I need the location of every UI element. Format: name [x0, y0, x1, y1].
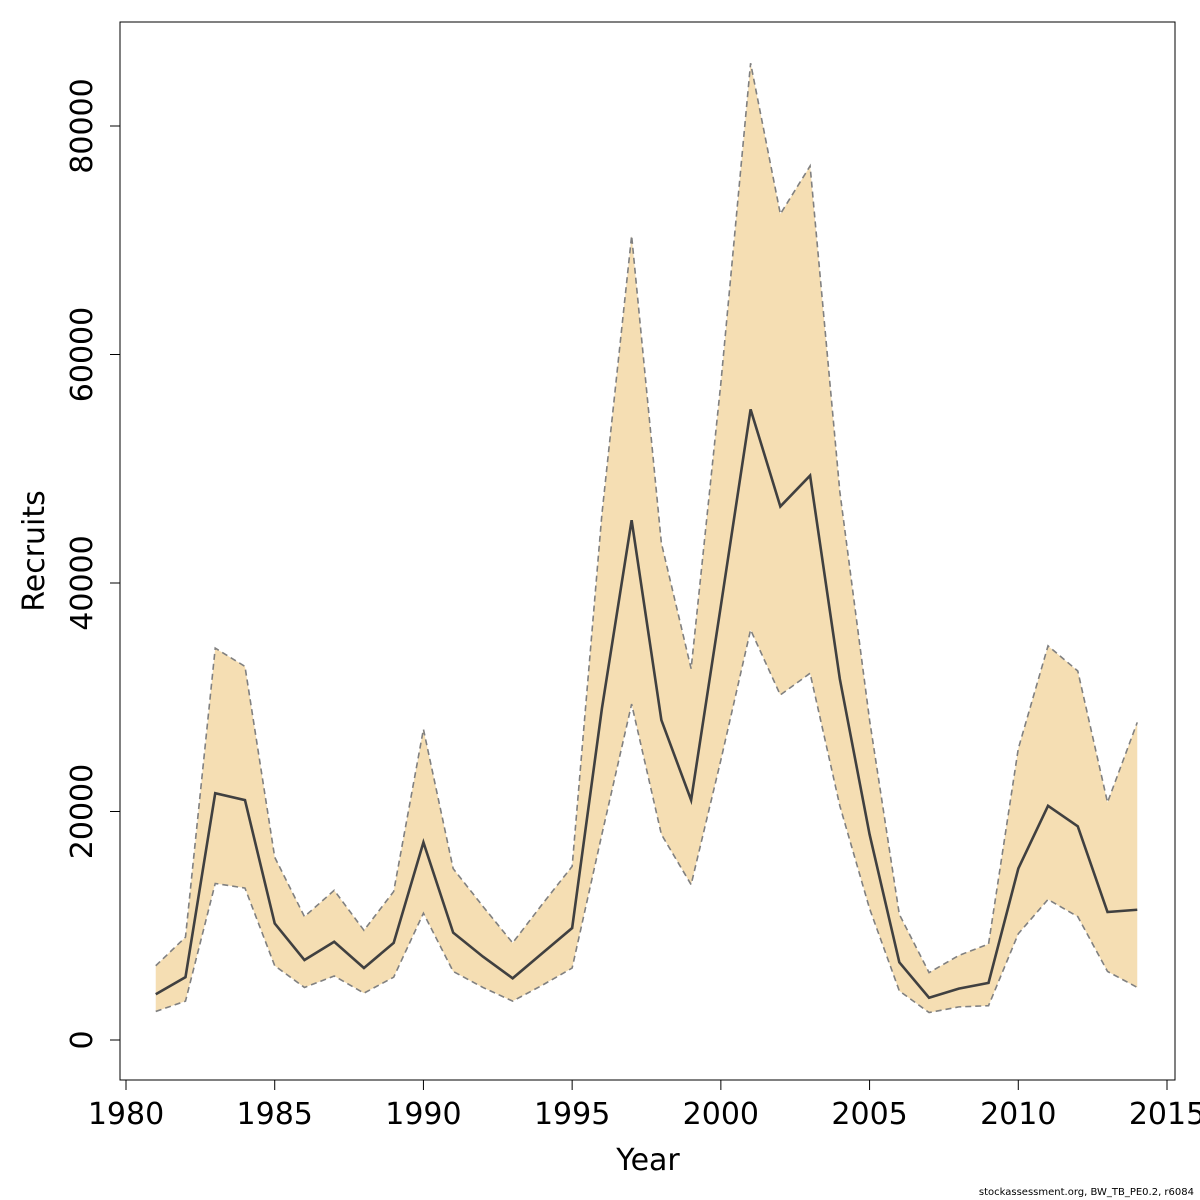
confidence-band	[155, 63, 1138, 1013]
x-axis-title: Year	[615, 1143, 680, 1178]
upper-bound-line	[155, 63, 1139, 974]
estimate-line-layer	[155, 63, 1139, 1014]
x-tick-label: 2015	[1129, 1097, 1200, 1132]
lower-bound-line	[155, 627, 1138, 1014]
y-tick-label: 80000	[65, 78, 100, 173]
x-tick-label: 1990	[385, 1097, 461, 1132]
x-tick-label: 1995	[534, 1097, 610, 1132]
y-tick-label: 60000	[65, 307, 100, 402]
y-tick-label: 20000	[65, 764, 100, 859]
x-tick-label: 1980	[88, 1097, 164, 1132]
estimate-line	[155, 408, 1138, 1000]
footer-note: stockassessment.org, BW_TB_PE0.2, r6084	[978, 1187, 1194, 1198]
confidence-band-layer	[155, 63, 1138, 1013]
x-tick-label: 2005	[831, 1097, 907, 1132]
y-axis-title: Recruits	[17, 490, 52, 612]
y-tick-label: 0	[65, 1030, 100, 1049]
y-axis: 0 20000 40000 60000 80000	[65, 78, 121, 1050]
x-tick-label: 2010	[980, 1097, 1056, 1132]
x-tick-label: 1985	[237, 1097, 313, 1132]
x-tick-label: 2000	[683, 1097, 759, 1132]
y-tick-label: 40000	[65, 535, 100, 630]
x-axis: 1980 1985 1990 1995 2000 2005 2010 2015	[88, 1079, 1200, 1132]
